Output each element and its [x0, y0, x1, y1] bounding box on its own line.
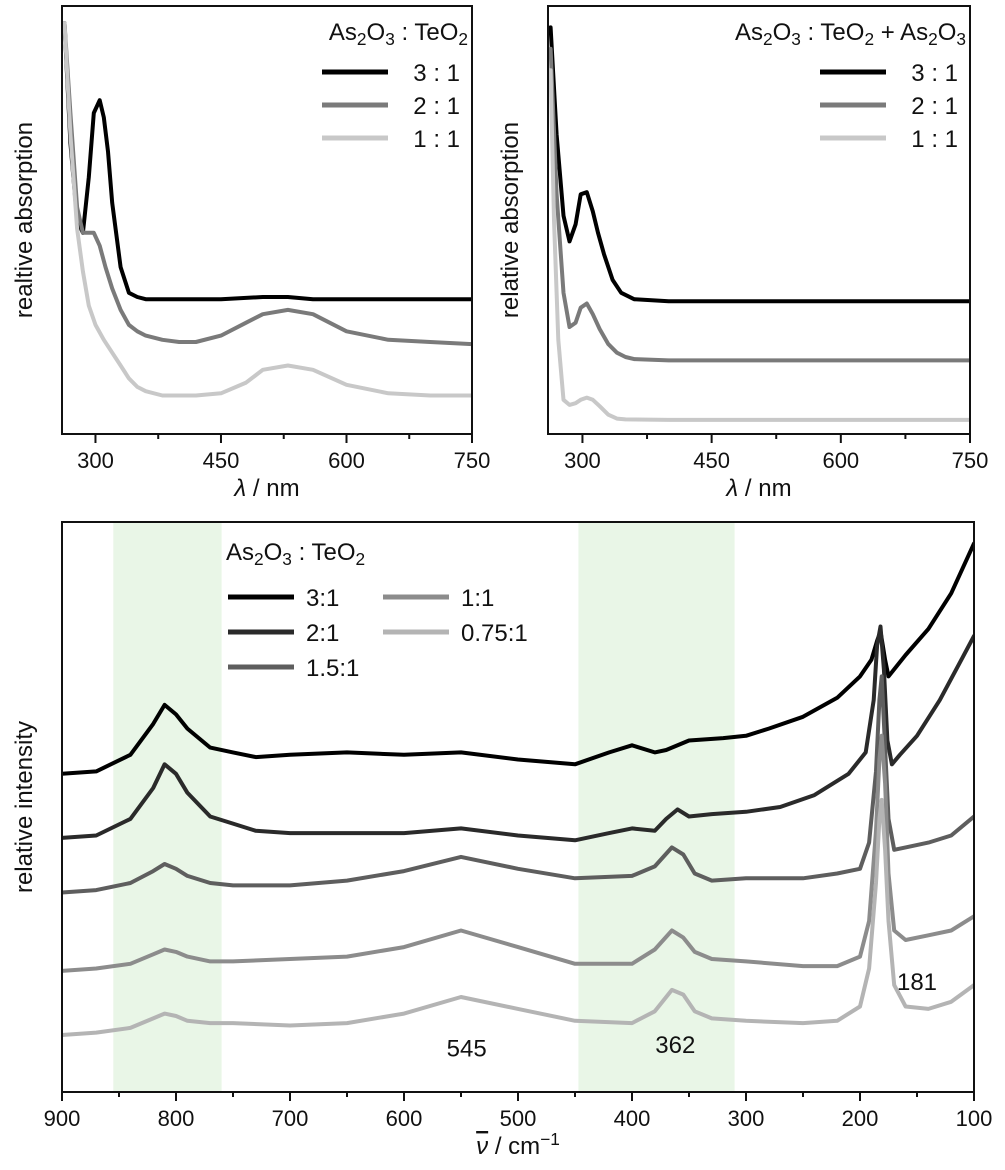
y-axis-label: relative absorption	[497, 122, 524, 318]
series-line-2	[548, 46, 970, 363]
x-tick-label: 300	[77, 448, 114, 473]
top-right-absorption-panel: 300 450 600 750 λ / nm relative absorption As2…	[497, 5, 989, 502]
x-tick-label: 450	[693, 448, 730, 473]
legend-label-2: 2 : 1	[413, 93, 460, 120]
legend-label-1: 3:1	[306, 585, 339, 612]
legend-title: As2O3 : TeO2	[226, 539, 365, 569]
series-line-2	[62, 624, 974, 843]
y-axis-label: realtive absorption	[11, 122, 38, 318]
legend-label-3: 1 : 1	[413, 126, 460, 153]
x-tick-label: 750	[952, 448, 989, 473]
x-axis-label: ν / cm−1	[476, 1129, 560, 1160]
legend-label-3: 1 : 1	[911, 126, 958, 153]
peak-annotation-181: 181	[897, 969, 937, 996]
series-group	[62, 541, 974, 1037]
x-tick-label: 100	[956, 1106, 993, 1131]
series-group	[548, 25, 970, 422]
peak-annotation-545: 545	[447, 1035, 487, 1062]
shaded-region-1	[113, 522, 222, 1092]
x-tick-label: 200	[842, 1106, 879, 1131]
legend-label-4: 1:1	[461, 585, 494, 612]
series-line-3	[62, 21, 472, 398]
series-line-1	[548, 25, 970, 304]
series-line-4	[62, 733, 974, 973]
legend-label-1: 3 : 1	[911, 60, 958, 87]
plot-frame	[547, 5, 971, 435]
series-line-1	[62, 21, 472, 302]
x-tick-label: 300	[728, 1106, 765, 1131]
top-left-absorption-panel: 300 450 600 750 λ / nm realtive absorption As2…	[11, 5, 491, 502]
y-axis-label: relative intensity	[11, 721, 38, 893]
x-tick-label: 700	[272, 1106, 309, 1131]
series-line-3	[548, 68, 970, 422]
x-tick-label: 600	[822, 448, 859, 473]
legend-label-3: 1.5:1	[306, 655, 359, 682]
x-tick-label: 300	[564, 448, 601, 473]
x-tick-label: 600	[386, 1106, 423, 1131]
x-tick-label: 450	[203, 448, 240, 473]
legend-label-2: 2 : 1	[911, 93, 958, 120]
x-tick-label: 800	[158, 1106, 195, 1131]
legend-label-5: 0.75:1	[461, 620, 528, 647]
peak-annotation-362: 362	[655, 1032, 695, 1059]
series-line-3	[62, 674, 974, 895]
series-line-5	[62, 797, 974, 1037]
x-axis-label: λ / nm	[724, 475, 791, 502]
x-tick-label: 600	[328, 448, 365, 473]
series-line-2	[62, 21, 472, 347]
x-tick-label: 750	[454, 448, 491, 473]
x-tick-label: 400	[614, 1106, 651, 1131]
shaded-region-2	[578, 522, 735, 1092]
legend-label-2: 2:1	[306, 620, 339, 647]
legend-title: As2O3 : TeO2	[329, 19, 468, 49]
x-axis-label: λ / nm	[232, 475, 299, 502]
series-group	[62, 21, 472, 398]
bottom-raman-panel: 900 800 700 600 500 400 300 200 100 ν / cm−1 relat…	[11, 521, 993, 1160]
x-tick-label: 500	[500, 1106, 537, 1131]
legend-label-1: 3 : 1	[413, 60, 460, 87]
x-tick-label: 900	[44, 1106, 81, 1131]
legend-title: As2O3 : TeO2 + As2O3	[735, 19, 966, 49]
plot-frame	[61, 5, 473, 435]
